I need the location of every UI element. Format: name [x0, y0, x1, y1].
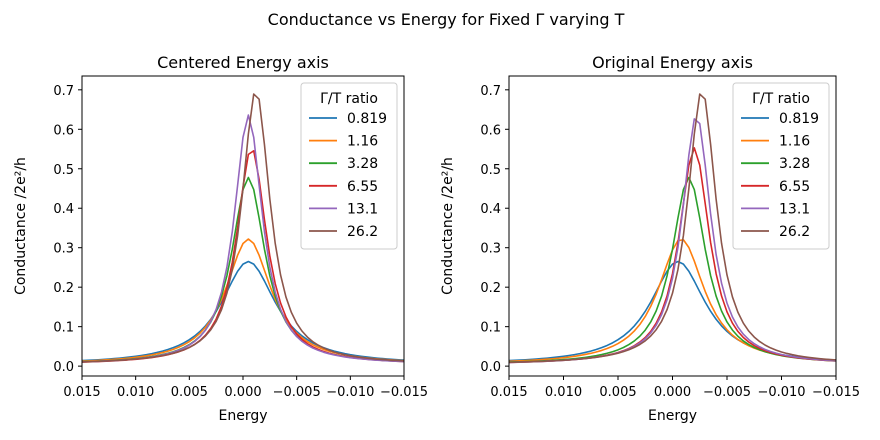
- x-tick-label: −0.010: [326, 385, 374, 400]
- y-tick-label: 0.6: [53, 123, 74, 138]
- y-tick-label: 0.1: [480, 321, 501, 336]
- legend-label: 26.2: [779, 224, 810, 240]
- legend-label: 1.16: [347, 134, 378, 150]
- legend-label: 3.28: [347, 156, 378, 172]
- x-tick-label: 0.010: [545, 385, 582, 400]
- y-axis-label: Conductance /2e²/h: [13, 157, 29, 295]
- x-tick-label: −0.005: [273, 385, 321, 400]
- y-tick-label: 0.3: [53, 242, 74, 257]
- legend-label: 3.28: [779, 156, 810, 172]
- y-tick-label: 0.4: [480, 202, 501, 217]
- y-tick-label: 0.2: [53, 281, 74, 296]
- y-tick-label: 0.5: [480, 163, 501, 178]
- x-tick-label: 0.000: [224, 385, 261, 400]
- x-tick-label: 0.010: [117, 385, 154, 400]
- y-tick-label: 0.7: [53, 84, 74, 99]
- y-tick-label: 0.4: [53, 202, 74, 217]
- y-tick-label: 0.6: [480, 123, 501, 138]
- series-line-0.819: [82, 260, 404, 362]
- x-tick-label: 0.015: [490, 385, 527, 400]
- y-tick-label: 0.1: [53, 321, 74, 336]
- legend-title: Γ/T ratio: [320, 91, 378, 107]
- y-axis-label: Conductance /2e²/h: [440, 157, 456, 295]
- y-tick-label: 0.0: [53, 360, 74, 375]
- y-tick-label: 0.2: [480, 281, 501, 296]
- left-plot: Centered Energy axis 0.015 0.010 0.005 0.000…: [13, 53, 428, 424]
- legend-1: Γ/T ratio 0.819 1.16 3.28 6.55 13.1 26.2: [732, 82, 830, 250]
- legend-label: 0.819: [779, 111, 819, 127]
- legend-label: 26.2: [347, 224, 378, 240]
- x-tick-label: −0.015: [812, 385, 860, 400]
- right-plot: Original Energy axis 0.015 0.010 0.005 0.000…: [440, 53, 860, 424]
- legend-label: 1.16: [779, 134, 810, 150]
- series-group-0: [82, 93, 404, 363]
- series-line-26.2: [82, 93, 404, 363]
- legend-label: 6.55: [779, 179, 810, 195]
- legend-label: 13.1: [347, 201, 378, 217]
- x-tick-label: 0.000: [654, 385, 691, 400]
- legend-label: 13.1: [779, 201, 810, 217]
- legend-title: Γ/T ratio: [752, 91, 810, 107]
- x-tick-label: −0.010: [757, 385, 805, 400]
- y-tick-label: 0.7: [480, 84, 501, 99]
- x-tick-label: 0.005: [599, 385, 636, 400]
- x-tick-label: −0.015: [380, 385, 428, 400]
- series-line-26.2: [509, 93, 836, 364]
- y-tick-label: 0.0: [480, 360, 501, 375]
- y-tick-label: 0.5: [53, 163, 74, 178]
- legend-label: 6.55: [347, 179, 378, 195]
- x-tick-label: 0.015: [63, 385, 100, 400]
- figure-suptitle: Conductance vs Energy for Fixed Γ varyin…: [268, 10, 625, 29]
- x-axis-label: Energy: [648, 408, 697, 424]
- x-tick-label: −0.005: [703, 385, 751, 400]
- x-tick-label: 0.005: [171, 385, 208, 400]
- legend-label: 0.819: [347, 111, 387, 127]
- chart-title-1: Original Energy axis: [592, 53, 753, 72]
- series-group-1: [509, 93, 836, 364]
- y-tick-label: 0.3: [480, 242, 501, 257]
- legend-0: Γ/T ratio 0.819 1.16 3.28 6.55 13.1 26.2: [300, 82, 398, 250]
- x-axis-label: Energy: [218, 408, 267, 424]
- chart-title-0: Centered Energy axis: [157, 53, 329, 72]
